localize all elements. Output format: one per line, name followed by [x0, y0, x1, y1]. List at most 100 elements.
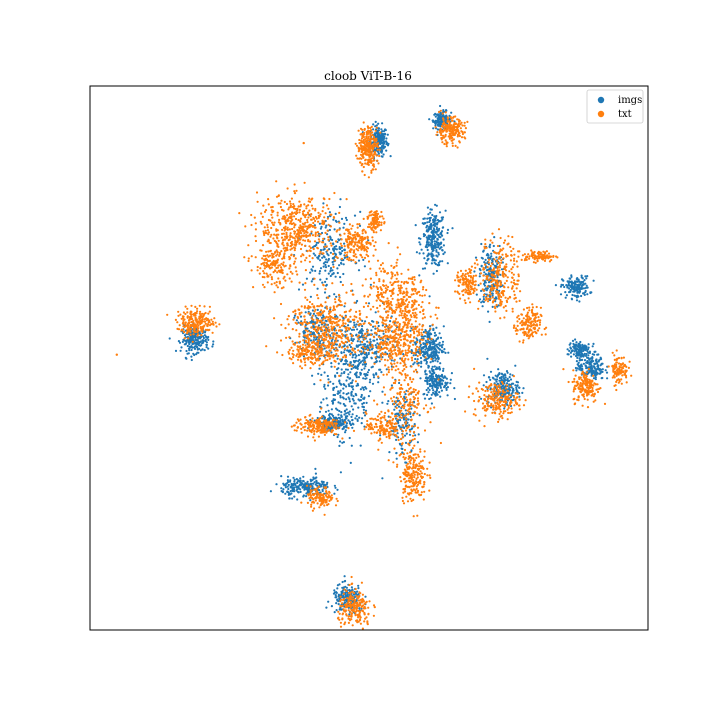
scatter-point-imgs	[424, 373, 427, 376]
scatter-point-imgs	[434, 259, 437, 262]
scatter-point-imgs	[584, 289, 587, 293]
scatter-point-txt	[260, 263, 263, 266]
scatter-point-imgs	[293, 316, 296, 319]
scatter-point-imgs	[413, 361, 416, 364]
scatter-point-imgs	[484, 287, 488, 290]
scatter-point-imgs	[483, 282, 486, 286]
scatter-point-imgs	[389, 320, 392, 323]
scatter-point-imgs	[199, 349, 202, 352]
scatter-point-imgs	[438, 367, 441, 371]
scatter-point-txt	[294, 217, 298, 221]
scatter-point-txt	[352, 259, 355, 262]
scatter-point-imgs	[360, 393, 363, 397]
scatter-point-imgs	[426, 353, 429, 356]
scatter-point-txt	[280, 199, 283, 202]
scatter-point-imgs	[420, 248, 423, 251]
scatter-point-imgs	[335, 407, 338, 410]
scatter-point-imgs	[375, 350, 378, 353]
scatter-point-imgs	[569, 288, 573, 291]
scatter-point-imgs	[577, 361, 580, 364]
scatter-point-imgs	[338, 409, 341, 413]
scatter-point-txt	[283, 200, 286, 204]
scatter-point-imgs	[588, 351, 592, 355]
scatter-point-imgs	[426, 248, 429, 252]
scatter-point-imgs	[584, 364, 587, 367]
scatter-point-imgs	[584, 275, 587, 278]
scatter-point-txt	[283, 255, 286, 258]
scatter-point-imgs	[573, 347, 576, 350]
scatter-point-imgs	[311, 374, 314, 377]
scatter-point-imgs	[330, 362, 333, 365]
scatter-point-imgs	[299, 483, 302, 487]
scatter-point-txt	[289, 234, 292, 237]
scatter-point-imgs	[380, 151, 383, 154]
scatter-point-imgs	[405, 432, 408, 435]
scatter-point-txt	[368, 148, 372, 151]
scatter-point-txt	[250, 223, 253, 227]
scatter-point-imgs	[355, 333, 358, 336]
scatter-point-imgs	[367, 351, 370, 355]
scatter-point-imgs	[423, 222, 426, 225]
scatter-point-txt	[330, 244, 333, 247]
scatter-point-imgs	[427, 391, 430, 394]
scatter-point-txt	[277, 277, 280, 280]
scatter-point-txt	[270, 226, 273, 230]
scatter-point-txt	[446, 128, 449, 131]
scatter-point-imgs	[349, 361, 352, 364]
scatter-point-imgs	[422, 355, 425, 358]
scatter-point-imgs	[485, 289, 488, 292]
scatter-point-imgs	[364, 365, 367, 368]
scatter-point-txt	[362, 133, 365, 136]
scatter-point-txt	[286, 228, 289, 231]
scatter-point-imgs	[445, 377, 448, 380]
scatter-point-imgs	[345, 218, 348, 222]
scatter-point-txt	[255, 191, 259, 194]
scatter-point-imgs	[570, 274, 573, 277]
scatter-point-imgs	[299, 490, 302, 493]
scatter-point-imgs	[428, 226, 431, 229]
scatter-point-imgs	[301, 283, 305, 286]
scatter-point-imgs	[434, 368, 438, 371]
scatter-point-imgs	[589, 366, 592, 369]
scatter-point-imgs	[341, 396, 344, 399]
scatter-point-imgs	[586, 360, 589, 363]
scatter-point-imgs	[582, 362, 586, 365]
scatter-point-imgs	[434, 390, 437, 393]
scatter-point-imgs	[335, 295, 338, 298]
scatter-point-imgs	[487, 272, 490, 275]
scatter-point-imgs	[437, 251, 440, 254]
scatter-point-imgs	[325, 606, 328, 609]
scatter-point-imgs	[559, 293, 563, 296]
scatter-point-imgs	[516, 384, 519, 387]
scatter-point-txt	[364, 159, 367, 162]
scatter-point-txt	[360, 137, 364, 140]
scatter-point-imgs	[332, 592, 336, 595]
scatter-point-imgs	[438, 366, 441, 369]
scatter-point-imgs	[425, 347, 428, 350]
scatter-point-imgs	[480, 301, 483, 304]
scatter-point-txt	[367, 135, 370, 138]
scatter-point-imgs	[425, 236, 429, 239]
scatter-point-txt	[305, 207, 308, 210]
scatter-point-imgs	[486, 287, 489, 290]
scatter-point-txt	[238, 212, 241, 215]
scatter-point-imgs	[586, 275, 589, 278]
scatter-point-imgs	[280, 487, 283, 490]
scatter-point-txt	[369, 137, 372, 140]
scatter-point-txt	[293, 243, 296, 246]
scatter-point-txt	[352, 251, 355, 254]
scatter-point-imgs	[365, 387, 368, 390]
scatter-point-txt	[300, 255, 303, 258]
scatter-point-imgs	[335, 609, 338, 612]
scatter-point-txt	[281, 228, 284, 231]
scatter-point-imgs	[339, 247, 342, 251]
scatter-point-imgs	[383, 132, 387, 135]
scatter-point-imgs	[486, 357, 489, 360]
scatter-point-imgs	[427, 355, 430, 358]
scatter-point-imgs	[369, 338, 372, 341]
scatter-point-imgs	[328, 417, 332, 420]
scatter-point-txt	[350, 258, 353, 261]
scatter-point-txt	[463, 131, 466, 134]
scatter-point-imgs	[342, 226, 345, 229]
scatter-point-imgs	[422, 331, 425, 334]
